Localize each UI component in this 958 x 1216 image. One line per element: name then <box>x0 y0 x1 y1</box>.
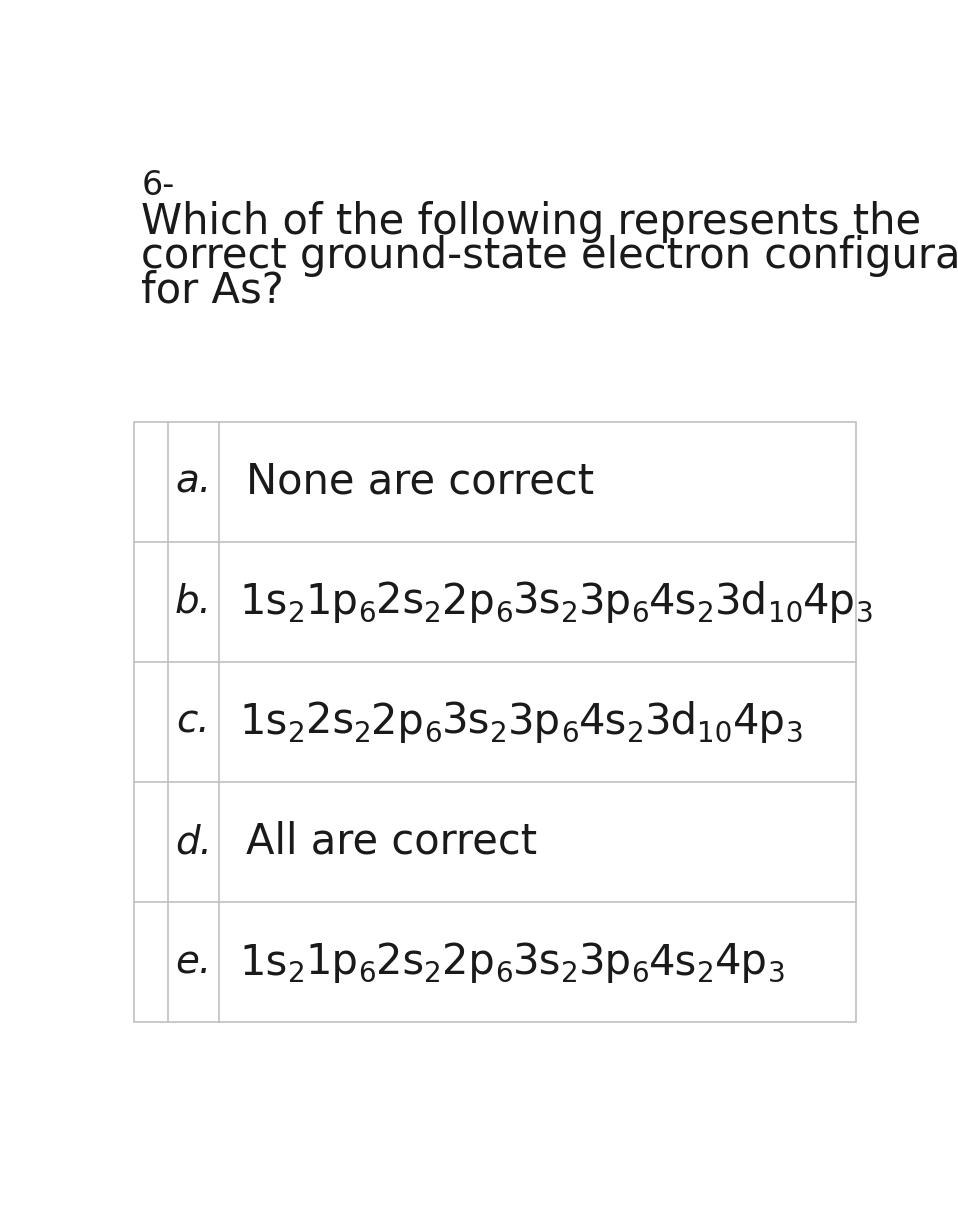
Text: 2p: 2p <box>372 700 424 743</box>
Text: 3p: 3p <box>508 700 560 743</box>
Text: 3p: 3p <box>579 941 631 983</box>
Text: 3s: 3s <box>442 700 490 743</box>
Text: 2s: 2s <box>376 581 424 623</box>
Text: 1s: 1s <box>240 581 288 623</box>
Text: for As?: for As? <box>142 269 285 311</box>
Text: 6: 6 <box>494 961 513 989</box>
Text: 2: 2 <box>288 599 306 627</box>
Text: 2: 2 <box>697 599 715 627</box>
Text: 2: 2 <box>697 961 715 989</box>
Text: 6: 6 <box>424 720 442 748</box>
Text: 4p: 4p <box>803 581 856 623</box>
Text: 4p: 4p <box>715 941 767 983</box>
Text: All are correct: All are correct <box>246 821 537 863</box>
Text: 3d: 3d <box>715 581 768 623</box>
Text: 6-: 6- <box>142 169 174 202</box>
Text: 2: 2 <box>424 961 442 989</box>
Text: 2: 2 <box>560 599 579 627</box>
Text: 2: 2 <box>560 961 579 989</box>
Text: 1s: 1s <box>240 941 288 983</box>
Bar <box>134 422 856 1023</box>
Text: 3: 3 <box>786 720 804 748</box>
Text: 6: 6 <box>358 961 376 989</box>
Text: 6: 6 <box>358 599 376 627</box>
Text: 2: 2 <box>354 720 372 748</box>
Text: 2: 2 <box>627 720 645 748</box>
Text: 3d: 3d <box>645 700 697 743</box>
Text: 2s: 2s <box>376 941 424 983</box>
Text: 3p: 3p <box>579 581 631 623</box>
Text: 4p: 4p <box>733 700 786 743</box>
Text: 2: 2 <box>288 961 306 989</box>
Text: 2: 2 <box>490 720 508 748</box>
Text: 6: 6 <box>494 599 513 627</box>
Text: 1s: 1s <box>240 700 288 743</box>
Text: Which of the following represents the: Which of the following represents the <box>142 202 922 243</box>
Text: 3s: 3s <box>513 941 560 983</box>
Text: 3: 3 <box>767 961 786 989</box>
Text: 2p: 2p <box>442 581 494 623</box>
Text: 2: 2 <box>424 599 442 627</box>
Text: e.: e. <box>175 944 212 981</box>
Text: b.: b. <box>175 582 212 620</box>
Text: c.: c. <box>176 703 210 741</box>
Text: 2: 2 <box>288 720 306 748</box>
Text: 6: 6 <box>631 599 649 627</box>
Text: 4s: 4s <box>649 581 697 623</box>
Text: None are correct: None are correct <box>246 461 594 502</box>
Text: 3s: 3s <box>513 581 560 623</box>
Text: 2p: 2p <box>442 941 494 983</box>
Text: 4s: 4s <box>579 700 627 743</box>
Text: 3: 3 <box>856 599 874 627</box>
Text: 1p: 1p <box>306 581 358 623</box>
Text: 2s: 2s <box>306 700 354 743</box>
Text: 6: 6 <box>560 720 579 748</box>
Text: a.: a. <box>175 462 212 501</box>
Text: d.: d. <box>175 823 212 861</box>
Text: 10: 10 <box>768 599 803 627</box>
Text: 10: 10 <box>697 720 733 748</box>
Text: 6: 6 <box>631 961 649 989</box>
Text: 4s: 4s <box>649 941 697 983</box>
Text: 1p: 1p <box>306 941 358 983</box>
Text: correct ground-state electron configuration: correct ground-state electron configurat… <box>142 235 958 277</box>
